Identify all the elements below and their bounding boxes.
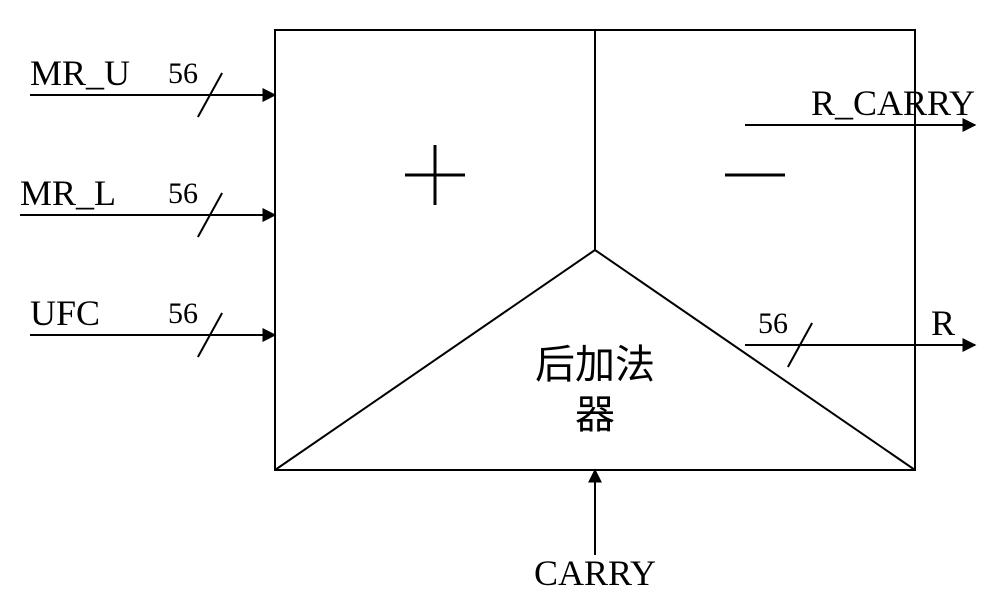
input-ufc-bus-width: 56 [168,297,198,330]
input-label-mrl: MR_L [20,173,116,213]
block-diagram: 后加法器 MR_U 56 MR_L 56 UFC 56 R_CARRY R 56 CARRY [0,0,1000,595]
input-label-ufc: UFC [30,293,100,333]
output-label-r: R [931,303,955,343]
post-adder-label-line2: 器 [575,392,615,437]
input-mru-bus-width: 56 [168,57,198,90]
output-label-rcarry: R_CARRY [811,83,975,123]
output-r-bus-width: 56 [758,307,788,340]
input-mrl-bus-width: 56 [168,177,198,210]
input-label-mru: MR_U [30,53,130,93]
post-adder-label-line1: 后加法 [535,342,655,387]
bottom-input-label-carry: CARRY [534,553,656,593]
